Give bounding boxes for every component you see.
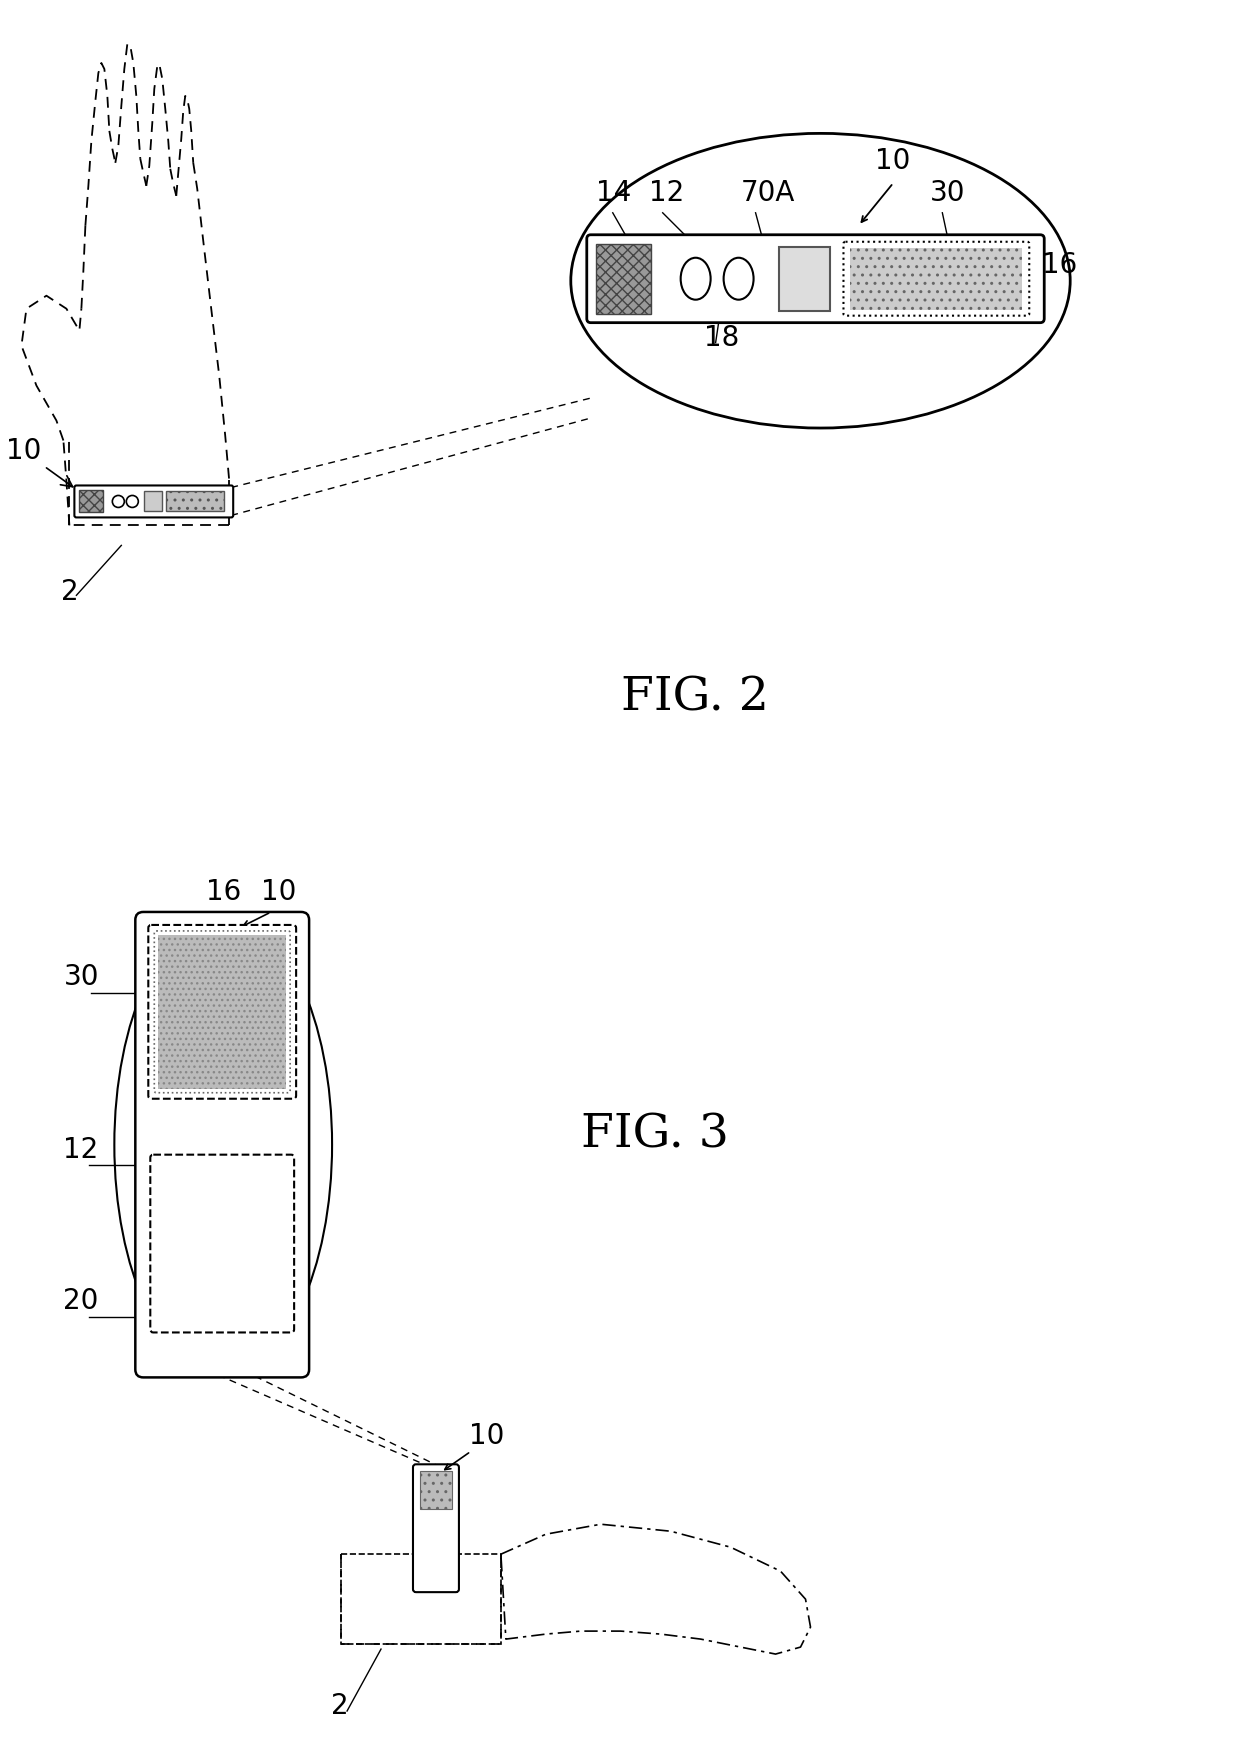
Text: 2: 2 <box>62 579 79 605</box>
FancyBboxPatch shape <box>149 925 296 1099</box>
Ellipse shape <box>570 133 1070 428</box>
Ellipse shape <box>724 258 754 300</box>
FancyBboxPatch shape <box>843 242 1029 316</box>
Text: 30: 30 <box>930 179 966 207</box>
Bar <box>779 247 831 311</box>
Text: 30: 30 <box>63 963 99 992</box>
Ellipse shape <box>114 914 332 1374</box>
Text: 12: 12 <box>649 179 684 207</box>
FancyBboxPatch shape <box>74 486 233 518</box>
Text: 18: 18 <box>703 323 739 351</box>
Text: 12: 12 <box>63 1135 99 1164</box>
Text: 20: 20 <box>63 1288 99 1316</box>
Text: FIG. 2: FIG. 2 <box>621 676 769 720</box>
FancyBboxPatch shape <box>413 1464 459 1592</box>
Bar <box>420 1471 451 1509</box>
FancyBboxPatch shape <box>154 930 290 1093</box>
Ellipse shape <box>681 258 711 300</box>
Text: 10: 10 <box>469 1422 505 1450</box>
Text: 16: 16 <box>206 878 242 906</box>
Bar <box>166 491 224 511</box>
Bar <box>79 490 103 512</box>
Bar <box>341 1555 501 1644</box>
Bar <box>851 247 1022 309</box>
Text: 70A: 70A <box>740 179 795 207</box>
Text: 10: 10 <box>262 878 296 906</box>
Text: 10: 10 <box>875 147 911 176</box>
Text: 16: 16 <box>1043 251 1078 279</box>
FancyBboxPatch shape <box>587 235 1044 323</box>
Text: FIG. 3: FIG. 3 <box>580 1113 729 1158</box>
FancyBboxPatch shape <box>135 913 309 1378</box>
Bar <box>159 935 286 1088</box>
Text: 2: 2 <box>331 1692 348 1720</box>
Text: 14: 14 <box>595 179 631 207</box>
Text: 10: 10 <box>6 437 73 486</box>
FancyBboxPatch shape <box>150 1155 294 1332</box>
Bar <box>144 491 162 511</box>
Bar <box>595 244 651 314</box>
